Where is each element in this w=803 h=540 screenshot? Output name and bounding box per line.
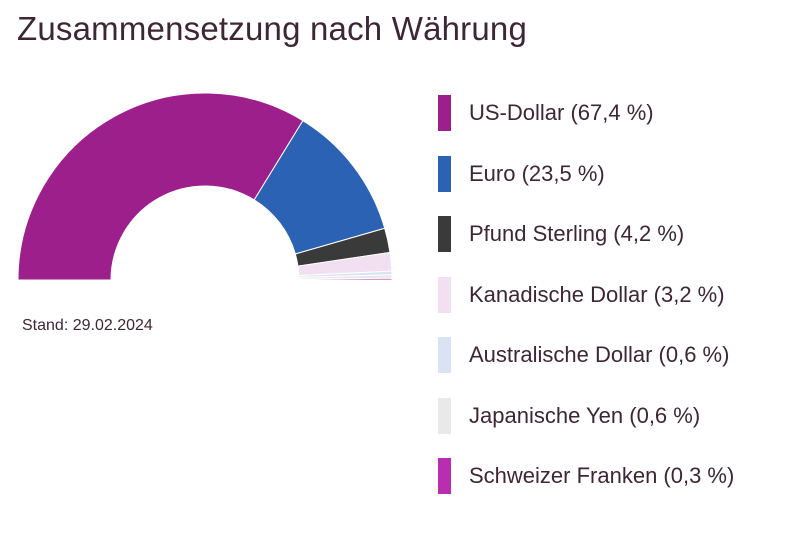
legend-swatch — [438, 95, 451, 131]
legend-item[interactable]: Schweizer Franken (0,3 %) — [438, 458, 734, 494]
legend-swatch — [438, 337, 451, 373]
legend-item[interactable]: Pfund Sterling (4,2 %) — [438, 216, 734, 252]
legend-item[interactable]: Euro (23,5 %) — [438, 155, 734, 192]
legend-label: Pfund Sterling (4,2 %) — [469, 221, 685, 246]
legend-label: Japanische Yen (0,6 %) — [469, 402, 701, 428]
legend-swatch — [438, 216, 451, 252]
half-donut-chart — [17, 92, 393, 281]
legend-label: US-Dollar (67,4 %) — [469, 100, 654, 125]
legend-item[interactable]: Australische Dollar (0,6 %) — [438, 337, 734, 373]
legend-label: Schweizer Franken (0,3 %) — [469, 463, 735, 488]
slice-schweizer-franken[interactable] — [298, 277, 393, 281]
chart-legend: US-Dollar (67,4 %) Euro (23,5 %) Pfund Ste… — [438, 95, 734, 519]
legend-swatch — [438, 397, 451, 434]
slice-us-dollar[interactable] — [17, 92, 304, 281]
legend-label: Kanadische Dollar (3,2 %) — [469, 281, 725, 307]
legend-swatch — [438, 155, 451, 192]
legend-swatch — [438, 276, 451, 313]
legend-item[interactable]: US-Dollar (67,4 %) — [438, 95, 734, 131]
legend-label: Australische Dollar (0,6 %) — [469, 342, 730, 367]
as-of-date: Stand: 29.02.2024 — [22, 317, 153, 334]
legend-item[interactable]: Kanadische Dollar (3,2 %) — [438, 276, 734, 313]
legend-label: Euro (23,5 %) — [469, 160, 605, 186]
chart-title: Zusammensetzung nach Währung — [17, 10, 528, 47]
legend-item[interactable]: Japanische Yen (0,6 %) — [438, 397, 734, 434]
donut-slices — [17, 92, 393, 281]
legend-swatch — [438, 458, 451, 494]
